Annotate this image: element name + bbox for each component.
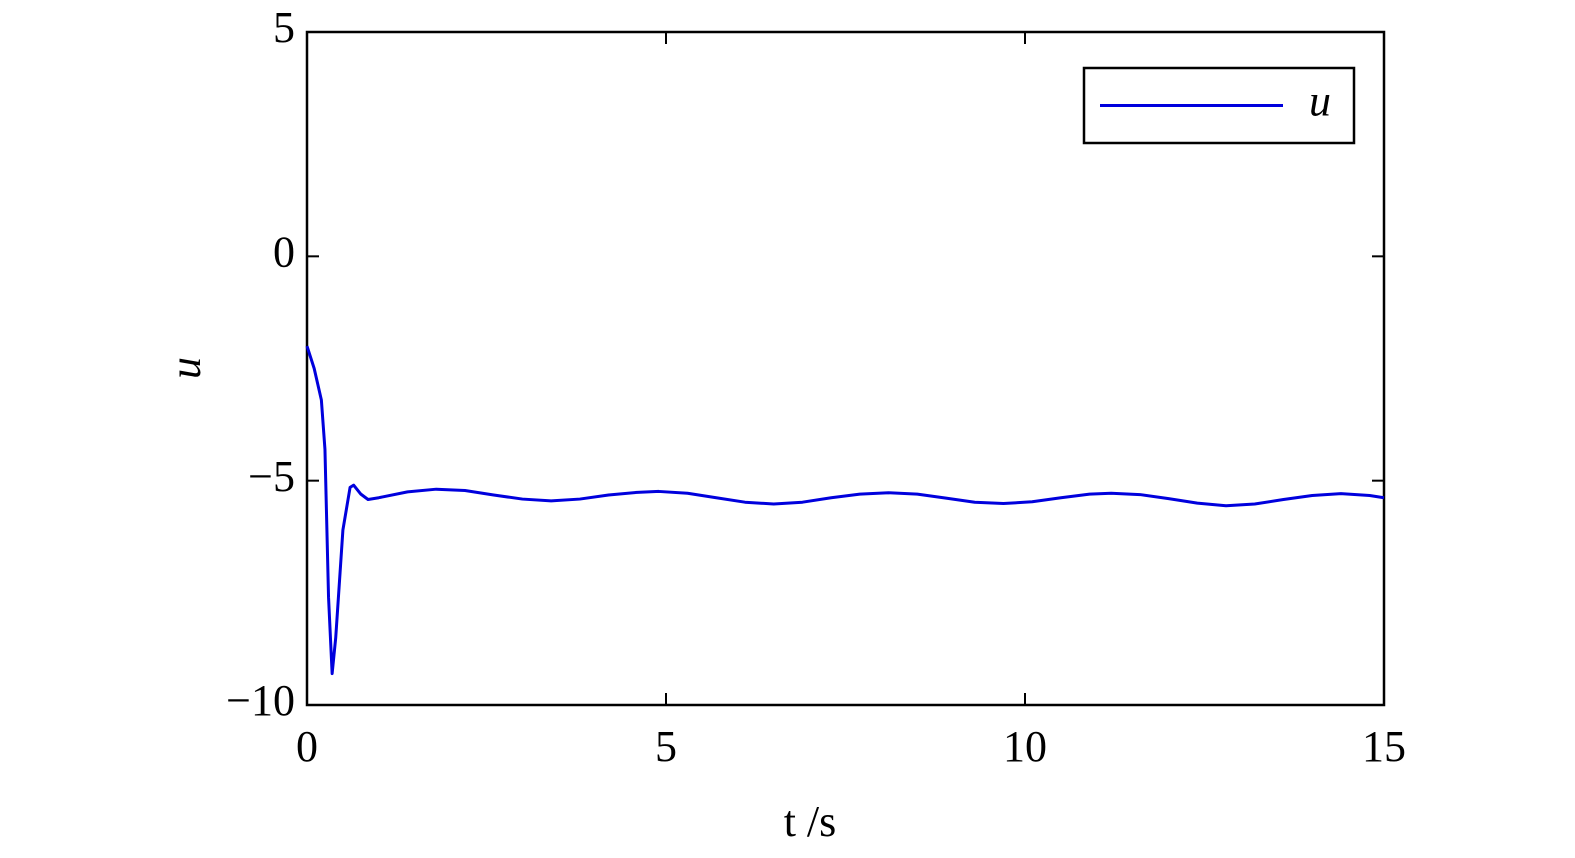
y-tick-label: 5 — [273, 3, 295, 52]
x-tick-label: 0 — [296, 722, 318, 771]
x-tick-label: 15 — [1362, 722, 1406, 771]
data-line — [305, 345, 1385, 676]
plot-frame — [305, 30, 1386, 707]
y-tick-label: −10 — [226, 676, 295, 725]
y-tick-label: −5 — [248, 452, 295, 501]
x-tick-label: 5 — [655, 722, 677, 771]
x-tick-label: 10 — [1003, 722, 1047, 771]
legend-label: u — [1309, 77, 1331, 126]
y-tick-label: 0 — [273, 227, 295, 276]
x-axis-label: t /s — [784, 797, 837, 846]
y-axis-label: u — [161, 357, 210, 379]
